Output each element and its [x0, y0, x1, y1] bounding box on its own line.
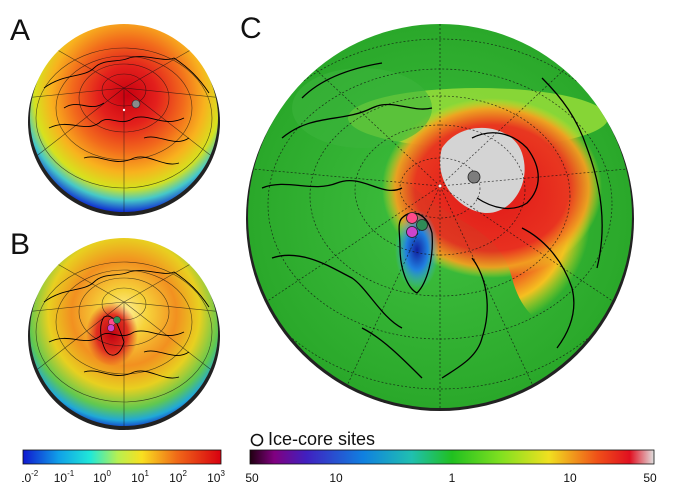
colorbar-right-tick: 10 [563, 471, 577, 485]
colorbar-left-tick: 103 [207, 469, 225, 485]
colorbar-right-tick: 10 [329, 471, 343, 485]
ice-core-site-marker [113, 316, 121, 324]
panel-label-a: A [10, 14, 31, 47]
ice-core-site-marker [131, 99, 141, 109]
ice-core-site-marker [107, 324, 115, 332]
ice-core-legend-label: Ice-core sites [268, 429, 376, 449]
colorbar-left-tick: 10-1 [54, 469, 75, 485]
colorbar-left-ticks: 10-2 10-1 100 101 102 103 [22, 469, 225, 485]
panel-label-c: C [240, 12, 262, 45]
globe-b [28, 238, 220, 430]
colorbar-left-tick: 10-2 [22, 469, 39, 485]
ice-core-legend-icon [250, 433, 264, 447]
ice-core-site-marker [406, 226, 418, 238]
ice-core-site-marker [406, 212, 418, 224]
colorbar-right-tick: 1 [449, 471, 456, 485]
colorbar-left: 10-2 10-1 100 101 102 103 [22, 449, 225, 485]
colorbar-left-tick: 100 [93, 469, 111, 485]
panel-label-b: B [10, 228, 31, 261]
globe-c [246, 24, 634, 411]
ice-core-site-marker [467, 170, 481, 184]
colorbar-left-tick: 101 [131, 469, 149, 485]
colorbar-left-tick: 102 [169, 469, 187, 485]
globe-a [28, 24, 220, 216]
colorbar-right-tick: 50 [643, 471, 657, 485]
ice-core-site-marker [416, 219, 428, 231]
colorbar-right: 50 10 1 10 50 [245, 449, 657, 485]
colorbar-right-tick: 50 [245, 471, 259, 485]
